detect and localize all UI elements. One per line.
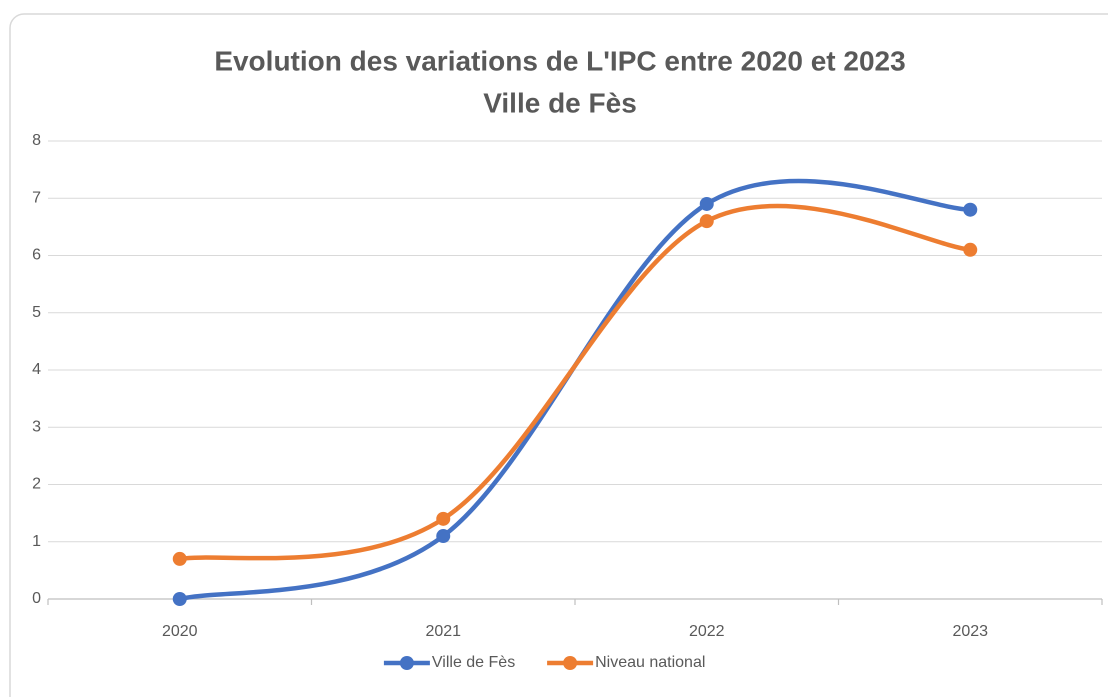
series-marker <box>436 511 451 526</box>
chart-subtitle: Ville de Fès <box>483 87 637 118</box>
series-marker <box>436 529 451 544</box>
x-tick-label: 2022 <box>689 623 725 640</box>
series-marker <box>963 202 978 217</box>
y-tick-label: 8 <box>32 132 41 149</box>
y-tick-label: 6 <box>32 247 41 264</box>
series-marker <box>699 214 714 229</box>
y-tick-label: 2 <box>32 476 41 493</box>
legend-marker <box>563 656 578 670</box>
x-tick-label: 2021 <box>425 623 461 640</box>
y-tick-label: 1 <box>32 533 41 550</box>
legend-label: Niveau national <box>595 654 705 671</box>
legend-marker <box>399 656 414 670</box>
x-tick-label: 2023 <box>952 623 988 640</box>
chart-title: Evolution des variations de L'IPC entre … <box>214 45 905 76</box>
x-tick-label: 2020 <box>162 623 198 640</box>
series-line <box>177 203 973 562</box>
series-marker <box>963 242 978 257</box>
y-tick-label: 7 <box>32 189 41 206</box>
series-marker <box>172 551 187 566</box>
y-tick-label: 5 <box>32 304 41 321</box>
legend-label: Ville de Fès <box>432 654 515 671</box>
y-tick-label: 4 <box>32 361 41 378</box>
y-tick-label: 3 <box>32 418 41 435</box>
series-marker <box>172 592 187 606</box>
series-marker <box>699 196 714 211</box>
y-tick-label: 0 <box>32 590 41 607</box>
